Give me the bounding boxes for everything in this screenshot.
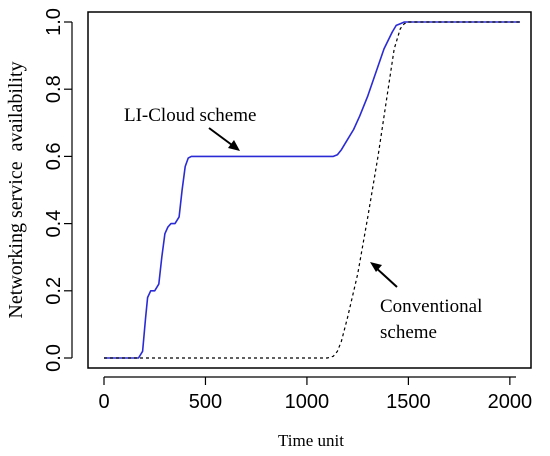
series-line-2 (104, 21, 520, 359)
x-tick-label: 500 (189, 391, 222, 413)
x-tick-label: 2000 (488, 391, 533, 413)
annotation-li-cloud: LI-Cloud scheme (124, 105, 256, 126)
y-tick-label: 0.8 (43, 75, 65, 103)
y-ticks: 0.0 0.2 0.4 0.6 0.8 1.0 (43, 8, 72, 372)
x-tick-label: 1000 (285, 391, 330, 413)
y-tick-label: 0.6 (43, 142, 65, 170)
annotation-conventional-line2: scheme (380, 322, 437, 343)
series-line-1 (104, 21, 520, 359)
annotation-li-cloud-arrowhead (228, 140, 240, 151)
series-layer (104, 21, 520, 359)
x-axis-label: Time unit (278, 431, 344, 450)
x-tick-label: 1500 (386, 391, 431, 413)
y-tick-label: 0.0 (43, 344, 65, 372)
x-ticks: 0 500 1000 1500 2000 (98, 377, 532, 413)
plot-frame (87, 11, 532, 369)
x-tick-label: 0 (98, 391, 109, 413)
x-axis: 0 500 1000 1500 2000 (98, 376, 532, 413)
y-tick-label: 0.2 (43, 277, 65, 305)
annotation-conventional: Conventional (380, 296, 482, 317)
annotation-conventional-arrowhead (370, 262, 382, 272)
y-tick-label: 1.0 (43, 8, 65, 36)
y-tick-label: 0.4 (43, 210, 65, 238)
y-axis-label: Networking service availability (5, 61, 27, 318)
y-axis: 0.0 0.2 0.4 0.6 0.8 1.0 (43, 8, 73, 372)
